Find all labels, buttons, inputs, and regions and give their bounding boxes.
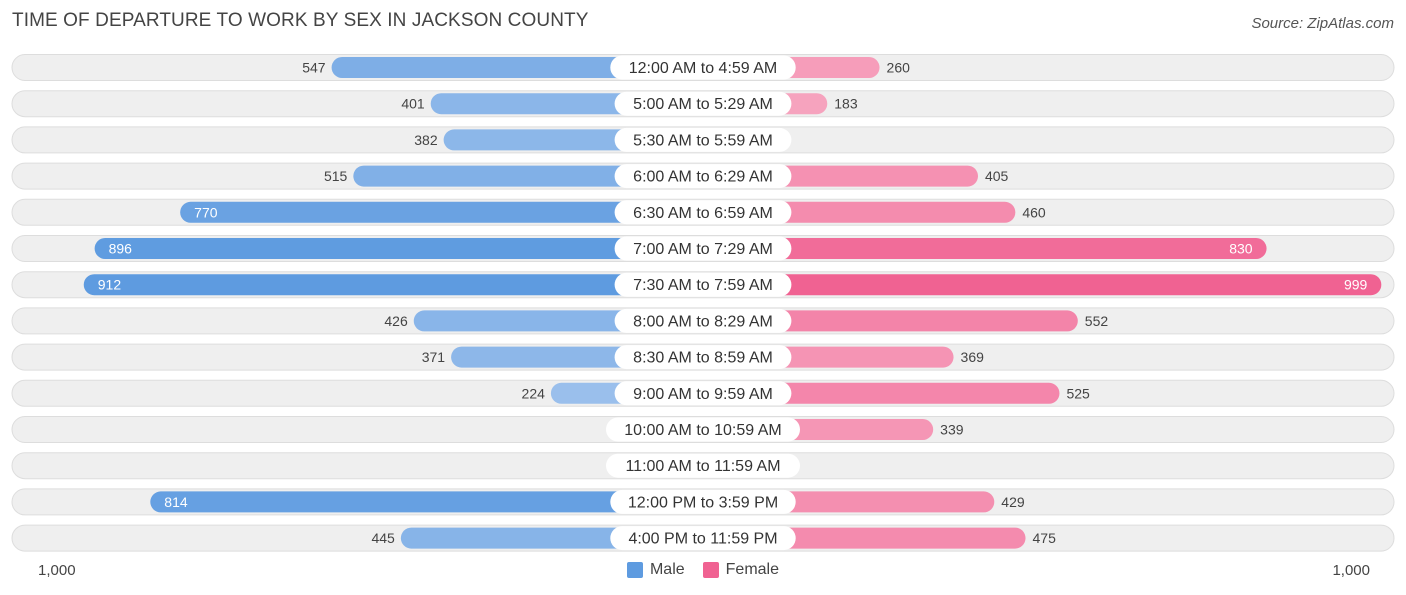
category-pill [610,489,796,514]
female-bar [703,382,1060,404]
male-value-label: 896 [109,241,133,257]
chart-row: 224 525 9:00 AM to 9:59 AM [11,379,1395,407]
category-pill [614,164,792,189]
category-label: 8:00 AM to 8:29 AM [633,313,773,330]
category-label: 12:00 AM to 4:59 AM [629,60,778,77]
male-swatch [626,562,643,578]
female-value-label: 830 [1229,241,1253,257]
female-value-label: 260 [887,60,911,76]
male-value-label: 770 [194,204,218,220]
category-label: 10:00 AM to 10:59 AM [624,422,781,439]
category-pill [614,236,792,261]
category-pill [614,308,792,333]
chart-row: 814 429 12:00 PM to 3:59 PM [11,488,1395,516]
female-bar [703,274,1382,296]
legend-item-male[interactable]: Male [626,561,685,579]
legend-item-female[interactable]: Female [702,561,780,579]
legend: Male Female [0,561,1406,579]
male-bar [180,201,704,223]
legend-female-label: Female [725,561,780,578]
female-value-label: 405 [985,168,1009,184]
axis-right-label: 1,000 [1332,562,1370,579]
female-bar [703,310,1078,332]
legend-male-label: Male [649,561,685,578]
category-pill [614,127,792,152]
category-label: 12:00 PM to 3:59 PM [628,494,778,511]
axis-left-label: 1,000 [38,562,76,579]
category-pill [614,200,792,225]
category-pill [610,55,796,80]
chart-row: 3833910:00 AM to 10:59 AM [11,416,1395,443]
female-value-label: 475 [1033,530,1057,546]
category-label: 11:00 AM to 11:59 AM [625,458,780,475]
chart-row: 515 405 6:00 AM to 6:29 AM [11,162,1395,190]
male-bar [150,491,703,513]
male-value-label: 547 [302,60,326,76]
male-value-label: 401 [401,96,425,112]
category-label: 6:30 AM to 6:59 AM [633,205,773,222]
female-swatch [702,562,719,578]
male-bar [353,165,703,187]
chart-row: 705811:00 AM to 11:59 AM [11,452,1395,480]
male-value-label: 912 [98,277,122,293]
chart-row: 382655:30 AM to 5:59 AM [11,126,1395,154]
female-value-label: 429 [1001,494,1025,510]
female-value-label: 339 [940,422,964,438]
chart-row: 445 475 4:00 PM to 11:59 PM [11,524,1395,552]
category-pill [614,91,792,116]
female-bar [703,238,1267,259]
category-pill [606,417,800,442]
male-value-label: 382 [414,132,438,148]
category-label: 7:00 AM to 7:29 AM [633,241,773,258]
female-value-label: 525 [1066,385,1090,401]
chart-row: 426 552 8:00 AM to 8:29 AM [11,307,1395,335]
male-value-label: 426 [384,313,408,329]
category-label: 5:30 AM to 5:59 AM [633,132,773,149]
category-pill [614,381,792,406]
male-value-label: 814 [164,494,188,510]
male-bar [94,238,704,259]
male-bar [331,57,703,78]
category-pill [614,345,792,370]
chart-row: 371 369 8:30 AM to 8:59 AM [11,343,1395,371]
chart-row: 896 830 7:00 AM to 7:29 AM [11,235,1395,262]
male-value-label: 224 [522,385,546,401]
source-label: Source: ZipAtlas.com [1251,15,1394,32]
female-value-label: 460 [1022,204,1046,220]
category-label: 7:30 AM to 7:59 AM [633,277,773,294]
category-label: 4:00 PM to 11:59 PM [628,531,777,548]
female-value-label: 183 [834,96,858,112]
category-label: 5:00 AM to 5:29 AM [633,96,773,113]
male-value-label: 445 [371,530,395,546]
female-value-label: 552 [1085,313,1109,329]
chart-row: 401 183 5:00 AM to 5:29 AM [11,90,1395,118]
chart-row: 770 460 6:30 AM to 6:59 AM [11,198,1395,226]
category-label: 9:00 AM to 9:59 AM [633,386,773,403]
category-pill [610,526,796,551]
chart-row: 912 999 7:30 AM to 7:59 AM [11,271,1395,299]
category-label: 8:30 AM to 8:59 AM [633,350,773,367]
female-value-label: 369 [961,349,985,365]
chart-row: 547 260 12:00 AM to 4:59 AM [11,54,1395,81]
chart-title: TIME OF DEPARTURE TO WORK BY SEX IN JACK… [12,10,589,31]
category-pill [606,453,800,478]
category-pill [614,272,792,297]
female-value-label: 999 [1344,277,1368,293]
male-bar [83,274,703,296]
male-value-label: 515 [324,168,348,184]
category-label: 6:00 AM to 6:29 AM [633,169,773,186]
male-value-label: 371 [422,349,446,365]
